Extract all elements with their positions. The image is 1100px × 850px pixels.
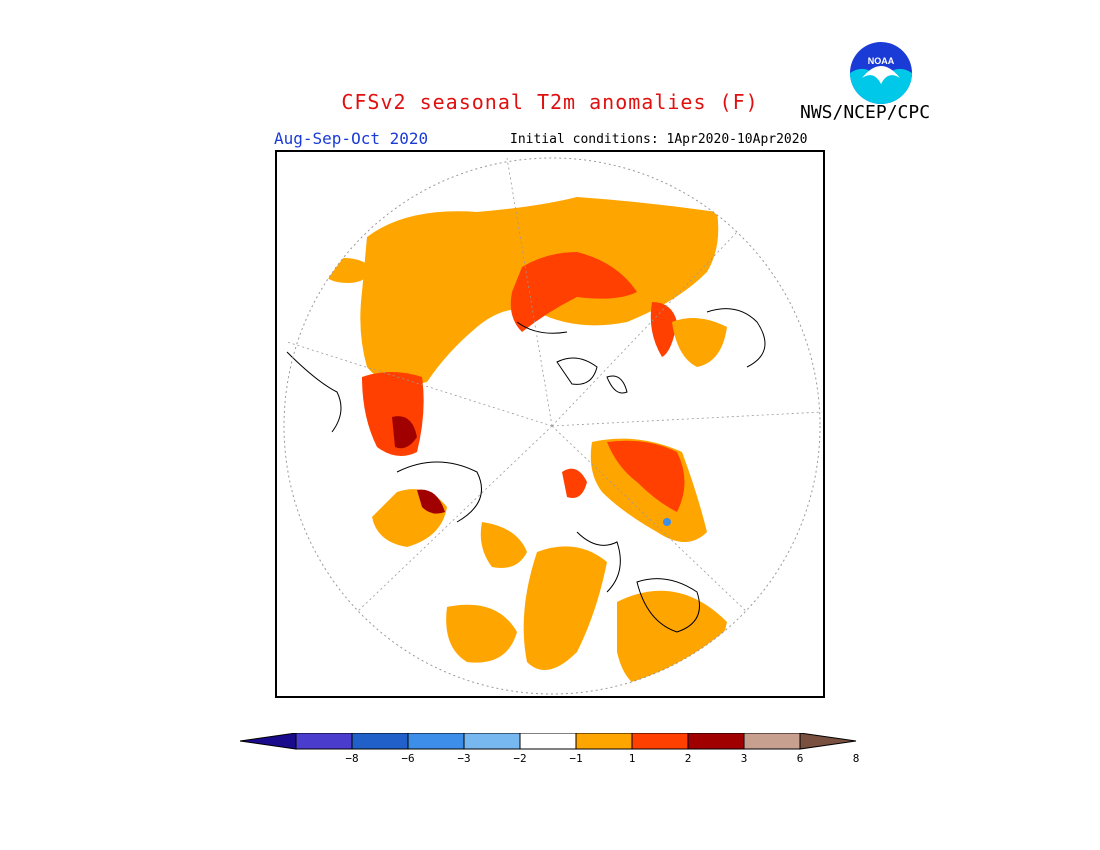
- season-label: Aug-Sep-Oct 2020: [274, 129, 429, 148]
- colorbar-tick-label: 2: [684, 752, 692, 765]
- anomaly-region-greenland-hot: [392, 416, 417, 449]
- colorbar-segment: [687, 733, 745, 750]
- anomaly-region-east-europe: [480, 522, 527, 568]
- coastlines: [286, 308, 766, 633]
- colorbar-tick-label: −1: [569, 752, 583, 765]
- colorbar-segment: [351, 733, 409, 750]
- anomaly-region-greenland: [362, 372, 424, 456]
- colorbar-tick-label: 3: [740, 752, 748, 765]
- colorbar-segment: [631, 733, 689, 750]
- colorbar-tick-label: 1: [628, 752, 636, 765]
- noaa-logo-text: NOAA: [868, 56, 895, 66]
- anomaly-region-east-siberia-hot: [650, 302, 677, 357]
- colorbar-tick-label: −3: [457, 752, 471, 765]
- anomaly-region-arctic-archipelago: [562, 468, 587, 498]
- colorbar-arrow-high: [799, 733, 857, 750]
- anomaly-region-north-america-south: [523, 546, 607, 670]
- anomaly-region-negative: [663, 518, 671, 526]
- colorbar-arrow-low: [240, 733, 297, 750]
- anomaly-region-canada-hot: [607, 440, 685, 512]
- colorbar-segment: [463, 733, 521, 750]
- colorbar-tick-label: 6: [796, 752, 804, 765]
- anomaly-region-siberia-hot: [510, 252, 637, 332]
- colorbar-tick-label: 8: [852, 752, 860, 765]
- colorbar-segment: [407, 733, 465, 750]
- colorbar-segment: [743, 733, 801, 750]
- map-boundary: [283, 157, 821, 695]
- colorbar-tick-label: −2: [513, 752, 527, 765]
- colorbar: [240, 733, 857, 750]
- colorbar-segment: [295, 733, 353, 750]
- anomaly-region-alaska: [672, 318, 727, 367]
- chart-title: CFSv2 seasonal T2m anomalies (F): [341, 90, 759, 114]
- colorbar-tick-label: −8: [345, 752, 359, 765]
- graticule: [286, 157, 823, 613]
- polar-map: [275, 150, 825, 698]
- colorbar-segment: [519, 733, 577, 750]
- colorbar-tick-label: −6: [401, 752, 415, 765]
- anomaly-region-central-asia: [446, 604, 517, 663]
- colorbar-segment: [575, 733, 633, 750]
- noaa-logo: NOAA: [850, 42, 912, 104]
- initial-conditions-label: Initial conditions: 1Apr2020-10Apr2020: [510, 132, 808, 147]
- agency-label: NWS/NCEP/CPC: [800, 102, 931, 123]
- anomaly-region-scandinavia-hot: [417, 489, 445, 514]
